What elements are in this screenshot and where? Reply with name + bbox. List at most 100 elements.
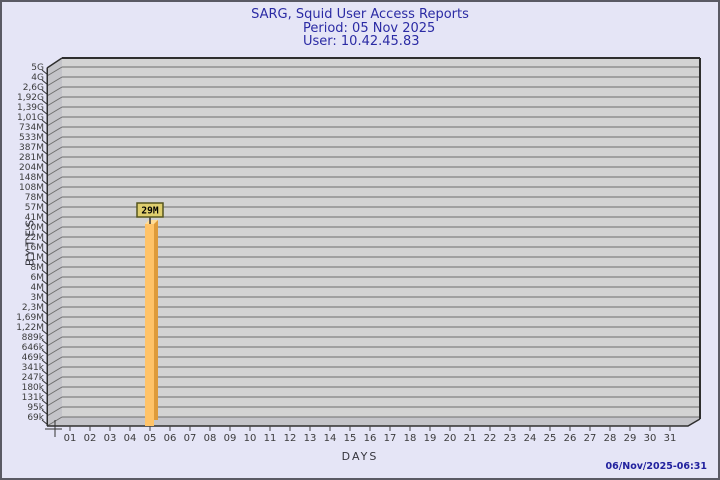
- y-tick-label: 204M: [19, 163, 44, 173]
- y-tick-label: 4M: [31, 283, 45, 293]
- y-tick-label: 1,22M: [16, 323, 44, 333]
- floor-front-edge: [47, 418, 701, 427]
- x-tick-label: 06: [164, 433, 177, 444]
- y-tick-label: 6M: [31, 273, 45, 283]
- y-tick-label: 69k: [27, 413, 44, 423]
- y-tick-label: 533M: [19, 133, 44, 143]
- x-tick-label: 30: [644, 433, 657, 444]
- gridline-wall-seg: [46, 246, 63, 257]
- gridline-wall-seg: [46, 66, 63, 77]
- gridline-wall-seg: [46, 276, 63, 287]
- y-tick-label: 341k: [22, 363, 45, 373]
- x-axis-title: DAYS: [341, 450, 379, 463]
- gridline-wall-seg: [46, 406, 63, 417]
- gridline-wall-seg: [46, 366, 63, 377]
- x-tick-label: 04: [124, 433, 137, 444]
- chart-user: User: 10.42.45.83: [303, 34, 420, 49]
- gridline-wall-seg: [46, 296, 63, 307]
- chart-period: Period: 05 Nov 2025: [303, 21, 436, 36]
- report-timestamp: 06/Nov/2025-06:31: [605, 461, 707, 472]
- gridline-wall-seg: [46, 286, 63, 297]
- x-tick-label: 08: [204, 433, 217, 444]
- bar: [145, 224, 154, 426]
- y-axis-title: BYTES: [23, 216, 37, 267]
- gridline-wall-seg: [46, 346, 63, 357]
- gridline-wall-seg: [46, 116, 63, 127]
- x-tick-label: 14: [324, 433, 337, 444]
- x-tick-label: 01: [64, 433, 77, 444]
- x-tick-label: 09: [224, 433, 237, 444]
- x-tick-label: 28: [604, 433, 617, 444]
- y-tick-label: 41M: [25, 213, 44, 223]
- x-tick-label: 17: [384, 433, 397, 444]
- x-tick-label: 22: [484, 433, 497, 444]
- y-tick-label: 4G: [31, 73, 44, 83]
- y-tick-label: 148M: [19, 173, 44, 183]
- gridline-wall-seg: [46, 326, 63, 337]
- y-tick-label: 469k: [22, 353, 45, 363]
- y-tick-label: 3M: [31, 293, 45, 303]
- gridline-wall-seg: [46, 266, 63, 277]
- y-tick-label: 1,39G: [17, 103, 44, 113]
- x-tick-label: 13: [304, 433, 317, 444]
- gridline-wall-seg: [46, 396, 63, 407]
- gridline-wall-seg: [46, 186, 63, 197]
- x-tick-label: 24: [524, 433, 537, 444]
- gridline-wall-seg: [46, 146, 63, 157]
- bar-value-label: 29M: [141, 206, 158, 217]
- x-tick-label: 20: [444, 433, 457, 444]
- y-tick-label: 78M: [25, 193, 44, 203]
- chart-title: SARG, Squid User Access Reports: [251, 7, 469, 22]
- gridline-wall-seg: [46, 316, 63, 327]
- gridline-wall-seg: [46, 256, 63, 267]
- y-tick-label: 180k: [22, 383, 45, 393]
- chart-subtitle-block: Period: 05 Nov 2025 User: 10.42.45.83: [303, 22, 435, 48]
- y-tick-label: 2,3M: [22, 303, 44, 313]
- x-tick-label: 11: [264, 433, 277, 444]
- gridline-wall-seg: [46, 376, 63, 387]
- y-tick-label: 16M: [25, 243, 44, 253]
- y-tick-label: 1,92G: [17, 93, 44, 103]
- x-tick-label: 27: [584, 433, 597, 444]
- y-tick-label: 30M: [25, 223, 44, 233]
- y-tick-label: 8M: [31, 263, 45, 273]
- y-tick-label: 889k: [22, 333, 45, 343]
- bar-top-3d: [145, 220, 158, 224]
- gridline-wall-seg: [46, 156, 63, 167]
- x-tick-label: 21: [464, 433, 477, 444]
- floor-3d: [47, 417, 700, 426]
- x-tick-label: 05: [144, 433, 157, 444]
- x-tick-label: 12: [284, 433, 297, 444]
- y-tick-label: 95k: [27, 403, 44, 413]
- x-tick-label: 23: [504, 433, 517, 444]
- y-tick-label: 57M: [25, 203, 44, 213]
- y-tick-label: 281M: [19, 153, 44, 163]
- gridline-wall-seg: [46, 336, 63, 347]
- y-tick-label: 22M: [25, 233, 44, 243]
- x-tick-label: 26: [564, 433, 577, 444]
- gridline-wall-seg: [46, 306, 63, 317]
- x-tick-label: 07: [184, 433, 197, 444]
- y-tick-label: 11M: [25, 253, 44, 263]
- gridline-wall-seg: [46, 106, 63, 117]
- gridline-wall-seg: [46, 236, 63, 247]
- gridline-wall-seg: [46, 166, 63, 177]
- x-tick-label: 15: [344, 433, 357, 444]
- x-tick-label: 19: [424, 433, 437, 444]
- x-tick-label: 03: [104, 433, 117, 444]
- y-tick-label: 108M: [19, 183, 44, 193]
- x-tick-label: 02: [84, 433, 97, 444]
- gridline-wall-seg: [46, 216, 63, 227]
- y-tick-label: 1,01G: [17, 113, 44, 123]
- bar-value-flag: [136, 202, 164, 218]
- gridline-wall-seg: [46, 226, 63, 237]
- gridline-wall-seg: [46, 136, 63, 147]
- x-tick-label: 25: [544, 433, 557, 444]
- y-tick-label: 387M: [19, 143, 44, 153]
- gridline-wall-seg: [46, 96, 63, 107]
- x-tick-label: 31: [664, 433, 677, 444]
- x-tick-label: 18: [404, 433, 417, 444]
- x-tick-label: 29: [624, 433, 637, 444]
